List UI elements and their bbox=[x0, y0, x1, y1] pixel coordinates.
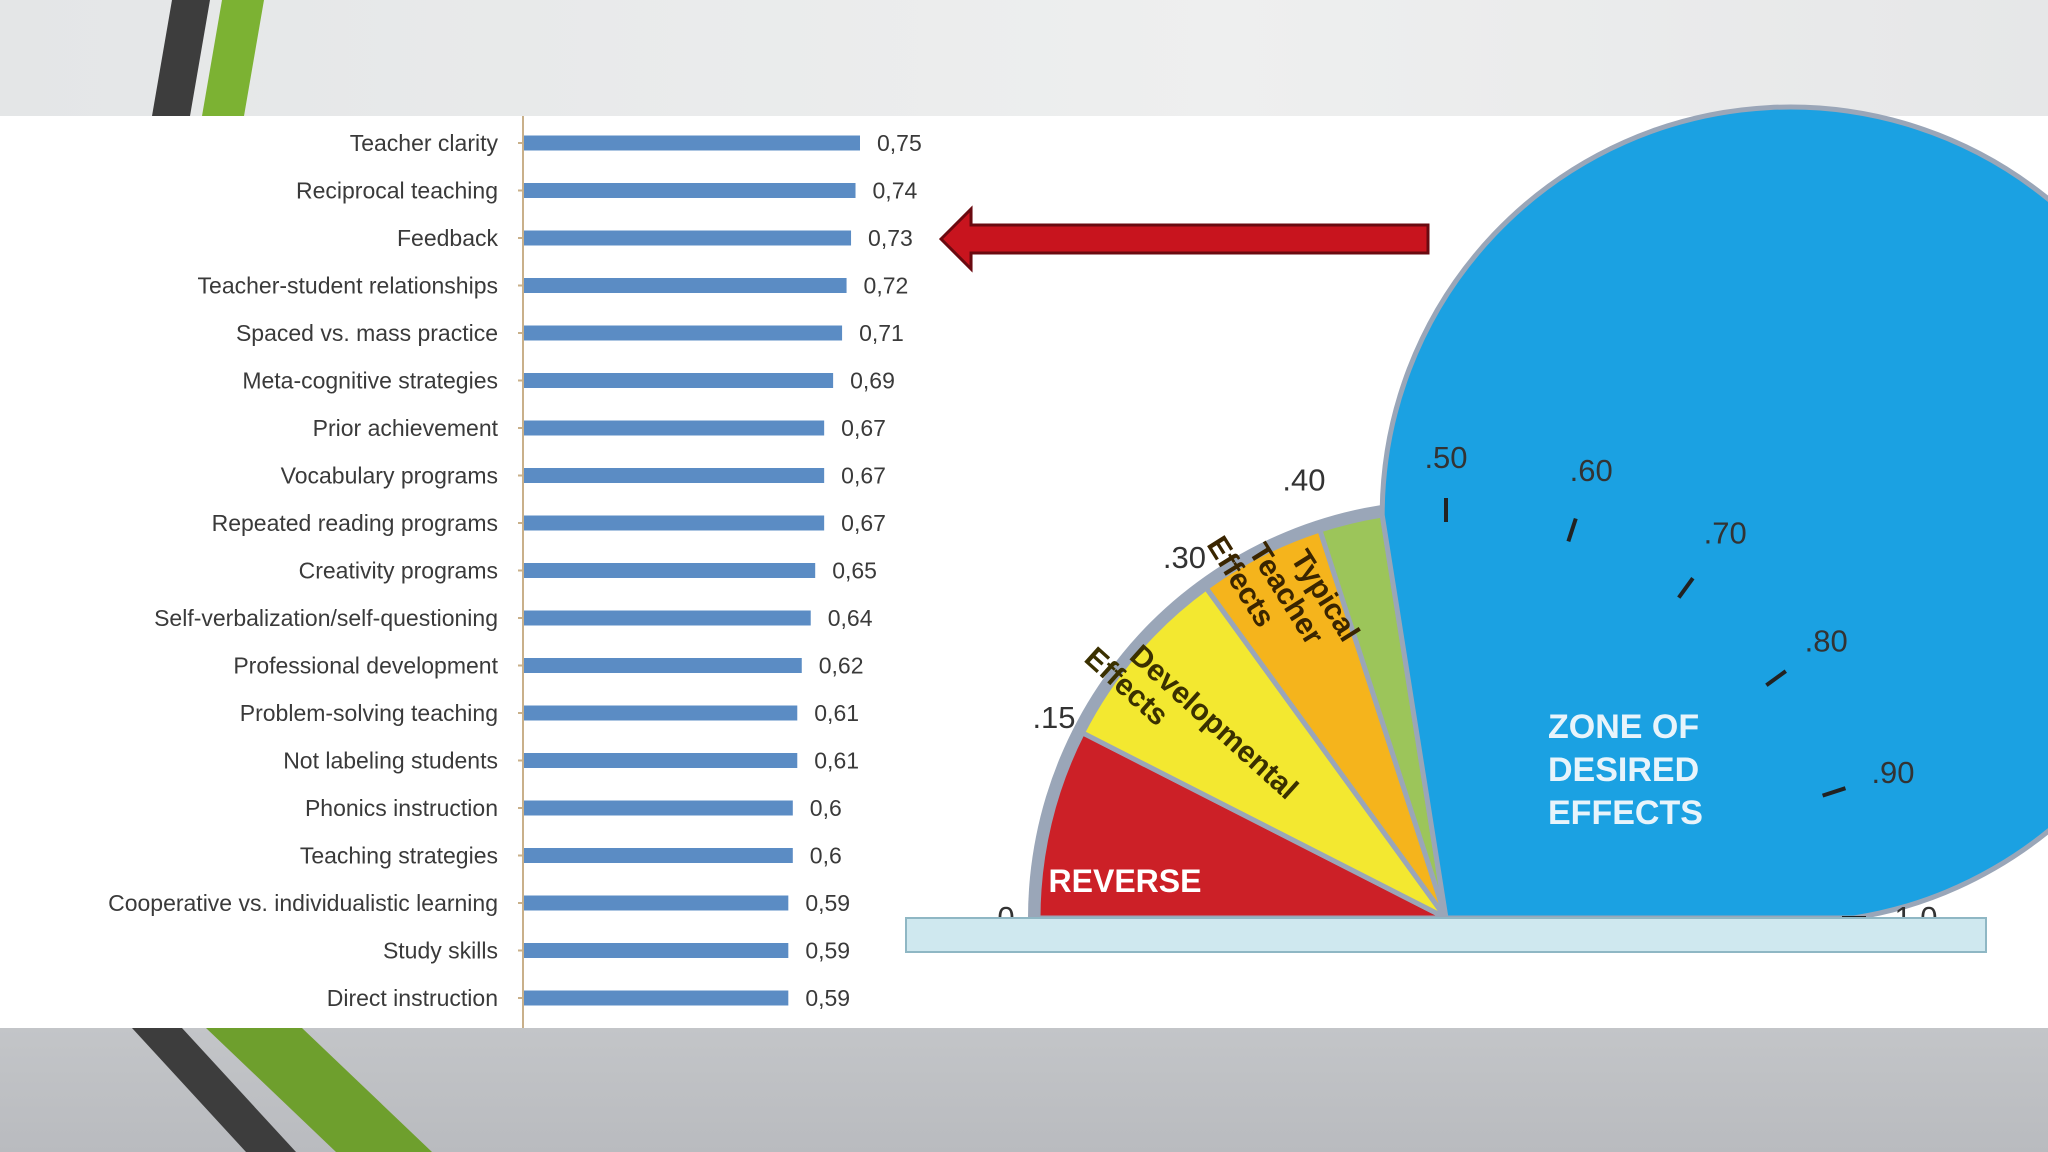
bar-value-label: 0,67 bbox=[841, 510, 886, 536]
bar bbox=[524, 230, 852, 246]
bar bbox=[524, 183, 856, 198]
bar-category-label: Feedback bbox=[397, 225, 499, 251]
bar bbox=[524, 278, 847, 293]
bar-value-label: 0,75 bbox=[877, 130, 922, 156]
bar-value-label: 0,69 bbox=[850, 368, 895, 394]
gauge-tick-label: .15 bbox=[1032, 700, 1075, 735]
bar-value-label: 0,73 bbox=[868, 225, 913, 251]
gauge-zone-reverse bbox=[1035, 730, 1449, 921]
bar bbox=[524, 610, 811, 626]
bar-category-label: Teacher-student relationships bbox=[198, 273, 498, 299]
top-green-stripe bbox=[202, 0, 264, 116]
zone-label-desired: ZONE OF DESIRED EFFECTS bbox=[1548, 708, 1703, 832]
red-arrow bbox=[938, 205, 1430, 273]
bar-value-label: 0,59 bbox=[805, 890, 850, 916]
barometer-of-influence-gauge: 0.15.30.40.50.60.70.80.901.0 REVERSE Dev… bbox=[905, 104, 2048, 953]
bar-value-label: 0,6 bbox=[810, 795, 842, 821]
gauge-tick-mark bbox=[1765, 669, 1787, 687]
bottom-dark-stripe bbox=[132, 1028, 296, 1152]
effect-size-bar-chart: Teacher clarity 0,75 Reciprocal teaching 0,… bbox=[108, 116, 1430, 1028]
bar bbox=[524, 420, 825, 436]
bar-category-label: Reciprocal teaching bbox=[296, 178, 498, 204]
bar bbox=[524, 943, 789, 958]
bar bbox=[524, 848, 793, 863]
gauge-tick-label: .30 bbox=[1163, 540, 1206, 575]
bar bbox=[524, 468, 825, 483]
bar-category-label: Teacher clarity bbox=[350, 130, 499, 156]
bar-category-label: Cooperative vs. individualistic learning bbox=[108, 890, 498, 916]
bar bbox=[524, 800, 793, 816]
svg-text:EFFECTS: EFFECTS bbox=[1548, 794, 1703, 832]
bar-value-label: 0,67 bbox=[841, 415, 886, 441]
bar bbox=[524, 753, 798, 768]
bar-value-label: 0,71 bbox=[859, 320, 904, 346]
gauge-tick-label: .40 bbox=[1282, 463, 1325, 498]
svg-text:DESIRED: DESIRED bbox=[1548, 751, 1699, 789]
bar-category-label: Phonics instruction bbox=[305, 795, 498, 821]
gauge-tick-label: .50 bbox=[1424, 440, 1467, 475]
top-dark-stripe bbox=[152, 0, 210, 116]
gauge-tick-mark bbox=[1822, 786, 1847, 798]
gauge-tick-label: .90 bbox=[1871, 755, 1914, 790]
bar bbox=[524, 705, 798, 721]
bar bbox=[524, 895, 789, 911]
bar-value-label: 0,6 bbox=[810, 843, 842, 869]
bar-category-label: Direct instruction bbox=[327, 985, 498, 1011]
bar-category-label: Prior achievement bbox=[313, 415, 499, 441]
slide-top-band bbox=[0, 0, 2048, 116]
bar-value-label: 0,59 bbox=[805, 938, 850, 964]
bar-value-label: 0,62 bbox=[819, 653, 864, 679]
bar bbox=[524, 325, 843, 341]
bar-category-label: Teaching strategies bbox=[300, 843, 498, 869]
bar-category-label: Spaced vs. mass practice bbox=[236, 320, 498, 346]
bar-value-label: 0,67 bbox=[841, 463, 886, 489]
bar-value-label: 0,59 bbox=[805, 985, 850, 1011]
bar bbox=[524, 563, 816, 578]
feedback-highlight-arrow bbox=[938, 205, 1430, 273]
bar-value-label: 0,72 bbox=[864, 273, 909, 299]
svg-text:ZONE OF: ZONE OF bbox=[1548, 708, 1699, 746]
bar-value-label: 0,74 bbox=[873, 178, 918, 204]
bar bbox=[524, 990, 789, 1006]
gauge-zone-desired bbox=[1379, 104, 2048, 921]
bar-value-label: 0,61 bbox=[814, 748, 859, 774]
gauge-tick-label: .80 bbox=[1805, 624, 1848, 659]
bar-category-label: Creativity programs bbox=[299, 558, 498, 584]
gauge-tick-label: .60 bbox=[1570, 453, 1613, 488]
bar bbox=[524, 658, 802, 673]
bar-value-label: 0,64 bbox=[828, 605, 873, 631]
bar-category-label: Problem-solving teaching bbox=[240, 700, 498, 726]
bar-category-label: Vocabulary programs bbox=[281, 463, 498, 489]
bar-value-label: 0,61 bbox=[814, 700, 859, 726]
bar bbox=[524, 515, 825, 531]
bar-category-label: Repeated reading programs bbox=[212, 510, 498, 536]
gauge-zone-developmental bbox=[1080, 585, 1449, 921]
bottom-green-stripe bbox=[206, 1028, 432, 1152]
gauge-base-plate bbox=[905, 917, 1987, 953]
bar-category-label: Not labeling students bbox=[283, 748, 498, 774]
bar bbox=[524, 373, 834, 388]
gauge-tick-mark bbox=[1566, 517, 1578, 542]
bar-category-label: Meta-cognitive strategies bbox=[242, 368, 498, 394]
bar-category-label: Professional development bbox=[233, 653, 498, 679]
bar-value-label: 0,65 bbox=[832, 558, 877, 584]
bar-category-label: Study skills bbox=[383, 938, 498, 964]
gauge-tick-mark bbox=[1677, 577, 1695, 599]
gauge-tick-label: .70 bbox=[1704, 516, 1747, 551]
bar-category-label: Self-verbalization/self-questioning bbox=[154, 605, 498, 631]
zone-label-reverse: REVERSE bbox=[1049, 863, 1202, 899]
bar bbox=[524, 135, 860, 151]
